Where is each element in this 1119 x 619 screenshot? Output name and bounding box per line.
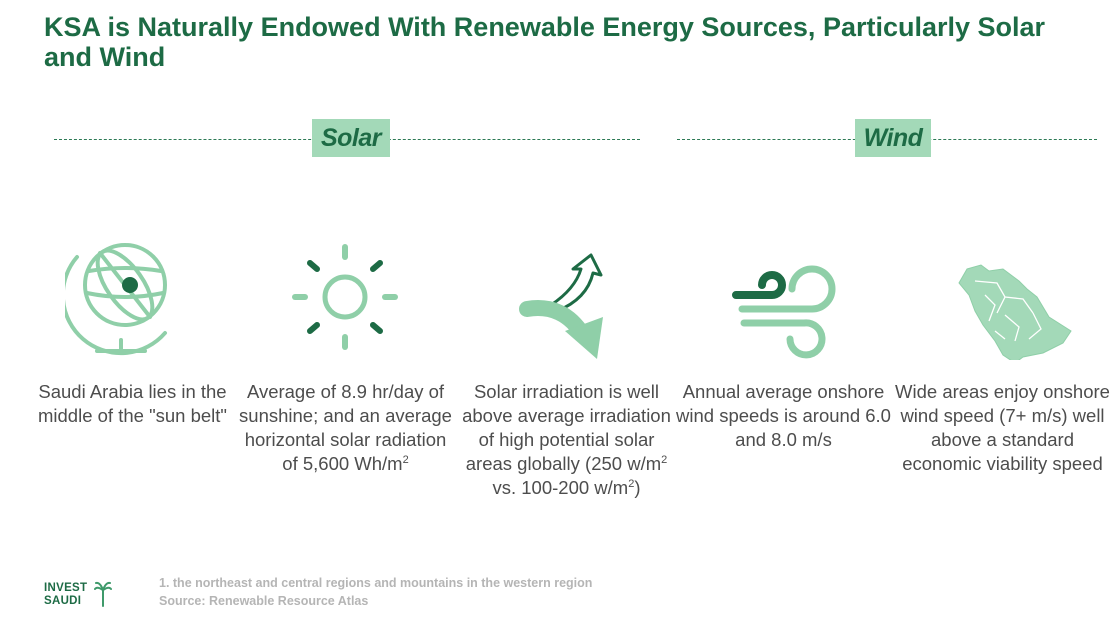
caption-irradiation-text-2: vs. 100-200 w/m xyxy=(492,477,629,498)
invest-saudi-logo: INVEST SAUDI xyxy=(44,580,119,610)
wind-section-label: Wind xyxy=(855,119,931,157)
logo-line-2: SAUDI xyxy=(44,595,82,607)
caption-irradiation-sup-2: 2 xyxy=(628,477,635,490)
globe-icon xyxy=(65,243,167,356)
page-title: KSA is Naturally Endowed With Renewable … xyxy=(44,12,1046,72)
caption-irradiation-text-1: Solar irradiation is well above average … xyxy=(462,381,671,474)
caption-wide-areas: Wide areas enjoy onshore wind speed (7+ … xyxy=(895,381,1110,474)
caption-irradiation-sup-1: 2 xyxy=(661,453,668,466)
footnote: 1. the northeast and central regions and… xyxy=(159,574,592,610)
irradiation-arrows-icon xyxy=(519,253,603,359)
wind-icon xyxy=(732,265,836,359)
caption-wind-speeds: Annual average onshore wind speeds is ar… xyxy=(676,381,891,450)
logo-line-1: INVEST xyxy=(44,582,88,594)
sun-icon xyxy=(292,244,398,350)
footnote-line-1: 1. the northeast and central regions and… xyxy=(159,576,593,590)
caption-irradiation: Solar irradiation is well above average … xyxy=(459,380,674,500)
caption-sunshine: Average of 8.9 hr/day of sunshine; and a… xyxy=(238,380,453,476)
caption-sunshine-text: Average of 8.9 hr/day of sunshine; and a… xyxy=(239,381,452,474)
caption-sun-belt: Saudi Arabia lies in the middle of the "… xyxy=(38,381,227,426)
palm-icon xyxy=(94,581,112,607)
solar-section-label: Solar xyxy=(312,119,390,157)
caption-irradiation-text-3: ) xyxy=(634,477,641,498)
footnote-source: Source: Renewable Resource Atlas xyxy=(159,594,369,608)
caption-sunshine-sup: 2 xyxy=(402,453,409,466)
saudi-map-icon xyxy=(958,264,1072,360)
